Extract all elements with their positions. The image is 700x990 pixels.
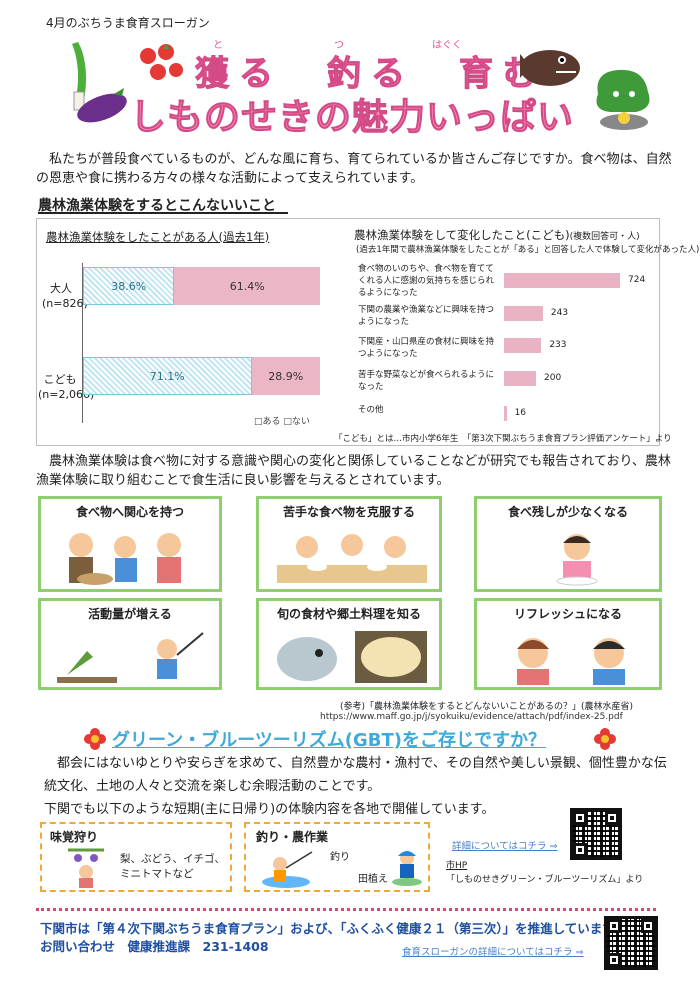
chart1-category-adult: 大人 (n=826): [42, 282, 88, 310]
benefit-box-local-food: 旬の食材や郷土料理を知る: [256, 598, 442, 690]
chart1-title: 農林漁業体験をしたことがある人(過去1年): [46, 230, 270, 244]
fishing-farming-box: 釣り・農作業 釣り 田植え: [244, 822, 430, 892]
benefit-title: 旬の食材や郷土料理を知る: [276, 607, 421, 621]
reference-url: https://www.maff.go.jp/j/syokuiku/eviden…: [320, 712, 623, 722]
chart-panel: [36, 218, 660, 446]
vegetables-illustration: [72, 42, 127, 123]
slogan-qr-code[interactable]: [604, 916, 658, 970]
city-hp-source: 「しものせきグリーン・ブルーツーリズム」より: [446, 875, 644, 885]
fruit-picking-box: 味覚狩り 梨、ぶどう、イチゴ、ミニトマトなど: [40, 822, 232, 892]
reference-source: (参考)「農林漁業体験をするとどんないいことがあるの？」(農林水産省): [340, 702, 634, 712]
section-heading: 農林漁業体験をするとこんないいこと: [38, 198, 276, 214]
benefit-title: リフレッシュになる: [513, 607, 622, 621]
benefit-title: 食べ残しが少なくなる: [507, 505, 628, 519]
chart1-category-child: こども (n=2,066): [38, 373, 95, 401]
happy-children-illustration: [517, 638, 625, 685]
gbt-details-link[interactable]: 詳細についてはコチラ ⇒: [452, 841, 558, 852]
footer-divider: [36, 908, 656, 911]
ruby-tsuru: つ: [334, 40, 344, 51]
fishing-illustration: [262, 851, 313, 888]
chart1-bar-child-nai: 28.9%: [251, 357, 320, 395]
chart2-title: 農林漁業体験をして変化したこと(こども)(複数回答可・人): [354, 228, 640, 242]
flower-icon: [594, 728, 616, 750]
chart1-bars: 38.6% 61.4% 71.1% 28.9%: [83, 267, 320, 417]
children-eating-illustration: [277, 534, 427, 583]
chart1-legend: □ある □ない: [254, 417, 310, 427]
ruby-hagukumu: はぐく: [432, 40, 462, 51]
gbt-activities-intro: 下関でも以下のような短期(主に日帰り)の体験内容を各地で開催しています。: [44, 802, 495, 817]
chart1-axis: [82, 263, 83, 423]
tomatoes-illustration: [140, 44, 183, 80]
benefit-box-waste: 食べ残しが少なくなる: [474, 496, 662, 592]
chart1-bar-adult-nai: 61.4%: [174, 267, 320, 305]
rice-planting-label: 田植え: [358, 874, 388, 885]
slogan-caption: 4月のぶちうま食育スローガン: [46, 16, 210, 30]
farming-fishing-illustration: [57, 632, 204, 683]
rice-planting-illustration: [392, 851, 422, 886]
slogan-details-link[interactable]: 食育スローガンの詳細についてはコチラ ⇒: [402, 947, 584, 958]
anglerfish-illustration: [520, 50, 580, 86]
footer-contact: お問い合わせ 健康推進課 231-1408: [40, 939, 269, 954]
benefit-title: 食べ物へ関心を持つ: [75, 505, 184, 519]
fruit-picking-illustration: [68, 848, 104, 888]
slogan-line-1: 獲る 釣る 育む: [195, 54, 547, 95]
flower-icon: [84, 728, 106, 750]
benefit-box-activity: 活動量が増える: [38, 598, 222, 690]
benefit-title: 苦手な食べ物を克服する: [282, 505, 415, 519]
intro-text: 私たちが普段食べているものが、どんな風に育ち、育てられているか皆さんご存じですか…: [36, 152, 672, 186]
family-cooking-illustration: [69, 533, 181, 585]
benefit-box-interest: 食べ物へ関心を持つ: [38, 496, 222, 592]
footer-promotion: 下関市は「第４次下関ぶちうま食育プラン」および、「ふくふく健康２１（第三次）」を…: [40, 921, 627, 936]
gbt-title: グリーン・ブルーツーリズム(GBT)をご存じですか？: [112, 730, 546, 751]
slogan-line-2: しものせきの魅力いっぱい: [129, 97, 575, 139]
fruit-picking-title: 味覚狩り: [50, 830, 99, 844]
fishing-farming-title: 釣り・農作業: [256, 830, 329, 844]
chart1-bar-child-ari: 71.1%: [83, 357, 252, 395]
effects-text: 農林漁業体験は食べ物に対する意識や関心の変化と関係していることなどが研究でも報告…: [36, 454, 671, 488]
benefit-box-refresh: リフレッシュになる: [474, 598, 662, 690]
pufferfish-dish-illustration: [277, 631, 427, 683]
gbt-qr-code[interactable]: [570, 808, 622, 860]
benefit-title: 活動量が増える: [88, 607, 172, 621]
fishing-label: 釣り: [330, 852, 350, 863]
girl-eating-illustration: [556, 534, 598, 586]
benefit-box-overcome: 苦手な食べ物を克服する: [256, 496, 442, 592]
vegetable-character-illustration: [596, 69, 650, 130]
chart-note: 「こども」とは…市内小学6年生 「第3次下関ぶちうま食育プラン評価アンケート」よ…: [334, 434, 672, 444]
ruby-toru: と: [213, 40, 223, 51]
fruit-picking-items: 梨、ぶどう、イチゴ、ミニトマトなど: [120, 853, 225, 880]
chart2-subtitle: (過去1年間で農林漁業体験をしたことが「ある」と回答した人で体験して変化があった…: [356, 245, 700, 255]
section-heading-underline: [38, 212, 288, 214]
gbt-description: 都会にはないゆとりや安らぎを求めて、自然豊かな農村・漁村で、その自然や美しい景観…: [44, 756, 667, 794]
city-hp-label: 市HP: [446, 861, 468, 871]
chart1-bar-adult-ari: 38.6%: [83, 267, 175, 305]
